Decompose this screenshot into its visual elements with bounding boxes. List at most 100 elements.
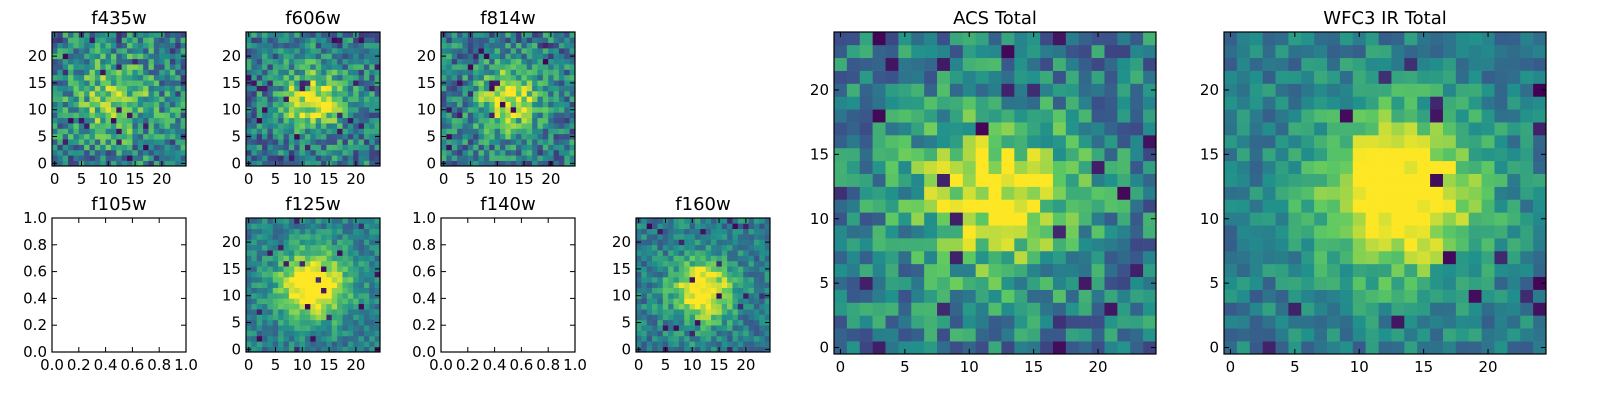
heatmap-cell [283,117,290,124]
heatmap-cell [1249,96,1263,110]
heatmap-cell [924,289,938,303]
heatmap-cell [78,80,85,86]
heatmap-cell [251,58,258,65]
heatmap-cell [705,293,712,299]
heatmap-cell [962,212,976,226]
heatmap-cell [924,70,938,84]
heatmap-cell [924,276,938,290]
heatmap-cell [532,58,538,65]
heatmap-cell [1052,328,1067,342]
heatmap-cell [684,250,690,256]
heatmap-cell [1078,212,1092,226]
heatmap-cell [526,80,533,86]
heatmap-cell [694,255,701,262]
heatmap-cell [1014,238,1028,252]
heatmap-cell [684,218,690,224]
heatmap-cell [558,101,565,108]
heatmap-cell [353,69,359,76]
heatmap-cell [846,276,861,290]
heatmap-cell [315,298,322,305]
heatmap-cell [564,96,570,102]
heatmap-cell [68,112,74,119]
heatmap-cell [537,133,544,140]
heatmap-cell [1027,70,1041,84]
heatmap-cell [657,341,664,347]
heatmap-cell [694,250,701,256]
heatmap-cell [721,319,728,326]
heatmap-cell [1040,250,1054,265]
heatmap-cell [548,149,554,156]
heatmap-cell [694,282,701,288]
heatmap-cell [911,225,925,239]
heatmap-cell [457,74,463,81]
heatmap-cell [489,101,495,108]
heatmap-cell [748,228,755,235]
heatmap-cell [337,234,343,240]
heatmap-cell [885,147,899,162]
heatmap-cell [337,85,343,92]
heatmap-cell [105,85,112,92]
heatmap-cell [548,53,554,60]
heatmap-cell [975,122,989,136]
heatmap-cell [363,117,370,124]
heatmap-cell [988,70,1002,84]
heatmap-cell [262,282,268,288]
heatmap-cell [262,107,268,113]
heatmap-cell [569,48,576,54]
heatmap-cell [256,260,263,267]
heatmap-cell [353,287,359,294]
heatmap-cell [251,282,258,288]
heatmap-cell [1052,341,1067,355]
heatmap-cell [924,328,938,342]
heatmap-cell [1001,83,1015,97]
heatmap-cell [267,128,274,135]
heatmap-cell [949,160,964,174]
heatmap-cell [78,69,85,76]
heatmap-cell [548,42,554,49]
heatmap-cell [100,160,106,167]
heatmap-cell [558,117,565,124]
heatmap-cell [748,234,755,240]
heatmap-cell [451,112,458,119]
heatmap-cell [358,276,365,283]
heatmap-cell [1288,135,1302,149]
heatmap-cell [116,144,122,151]
heatmap-cell [164,80,171,86]
heatmap-cell [1417,238,1431,252]
heatmap-cell [116,69,122,76]
heatmap-cell [262,42,268,49]
heatmap-cell [467,64,474,70]
heatmap-cell [288,346,295,353]
heatmap-cell [988,57,1002,71]
heatmap-cell [374,48,381,54]
heatmap-cell [89,139,96,145]
heatmap-cell [962,122,976,136]
heatmap-cell [310,234,316,240]
heatmap-cell [1468,135,1482,149]
heatmap-cell [321,107,327,113]
heatmap-cell [121,96,128,102]
heatmap-cell [505,58,511,65]
heatmap-cell [1236,328,1251,342]
heatmap-cell [299,37,306,44]
heatmap-cell [1339,212,1354,226]
heatmap-cell [924,238,938,252]
heatmap-cell [1533,199,1547,213]
heatmap-cell [1327,186,1341,200]
heatmap-cell [132,96,139,102]
heatmap-cell [1224,44,1238,59]
heatmap-cell [1533,32,1547,46]
heatmap-cell [326,335,333,342]
heatmap-cell [127,139,133,145]
heatmap-cell [668,255,674,262]
heatmap-cell [446,64,453,70]
heatmap-cell [116,123,122,129]
y-tick-label: 20 [1200,81,1219,99]
heatmap-cell [483,123,490,129]
heatmap-cell [353,101,359,108]
heatmap-cell [1391,276,1405,290]
heatmap-cell [711,314,717,321]
heatmap-cell [110,160,117,167]
heatmap-cell [759,223,765,230]
heatmap-cell [321,85,327,92]
